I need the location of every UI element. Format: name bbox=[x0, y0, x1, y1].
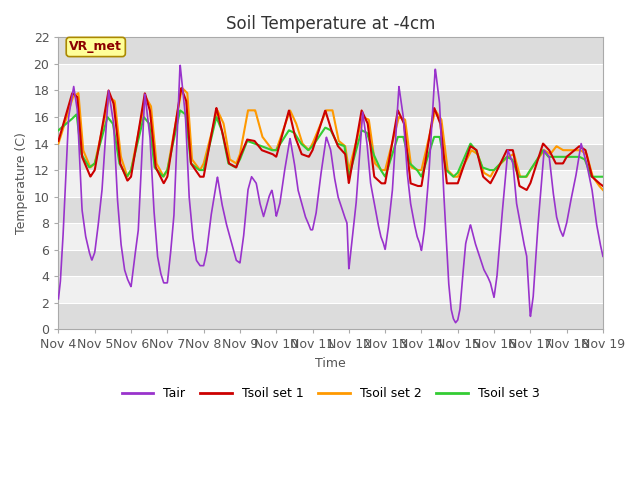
Bar bbox=[58, 170, 603, 197]
Bar bbox=[58, 197, 603, 223]
Bar bbox=[58, 276, 603, 303]
Bar bbox=[58, 117, 603, 144]
Bar bbox=[58, 37, 603, 64]
Bar bbox=[58, 64, 603, 90]
Bar bbox=[58, 303, 603, 329]
Y-axis label: Temperature (C): Temperature (C) bbox=[15, 132, 28, 234]
Bar bbox=[58, 144, 603, 170]
Bar bbox=[58, 90, 603, 117]
Legend: Tair, Tsoil set 1, Tsoil set 2, Tsoil set 3: Tair, Tsoil set 1, Tsoil set 2, Tsoil se… bbox=[117, 382, 545, 405]
Bar bbox=[58, 223, 603, 250]
Title: Soil Temperature at -4cm: Soil Temperature at -4cm bbox=[226, 15, 435, 33]
X-axis label: Time: Time bbox=[316, 357, 346, 370]
Bar bbox=[58, 250, 603, 276]
Text: VR_met: VR_met bbox=[69, 40, 122, 53]
